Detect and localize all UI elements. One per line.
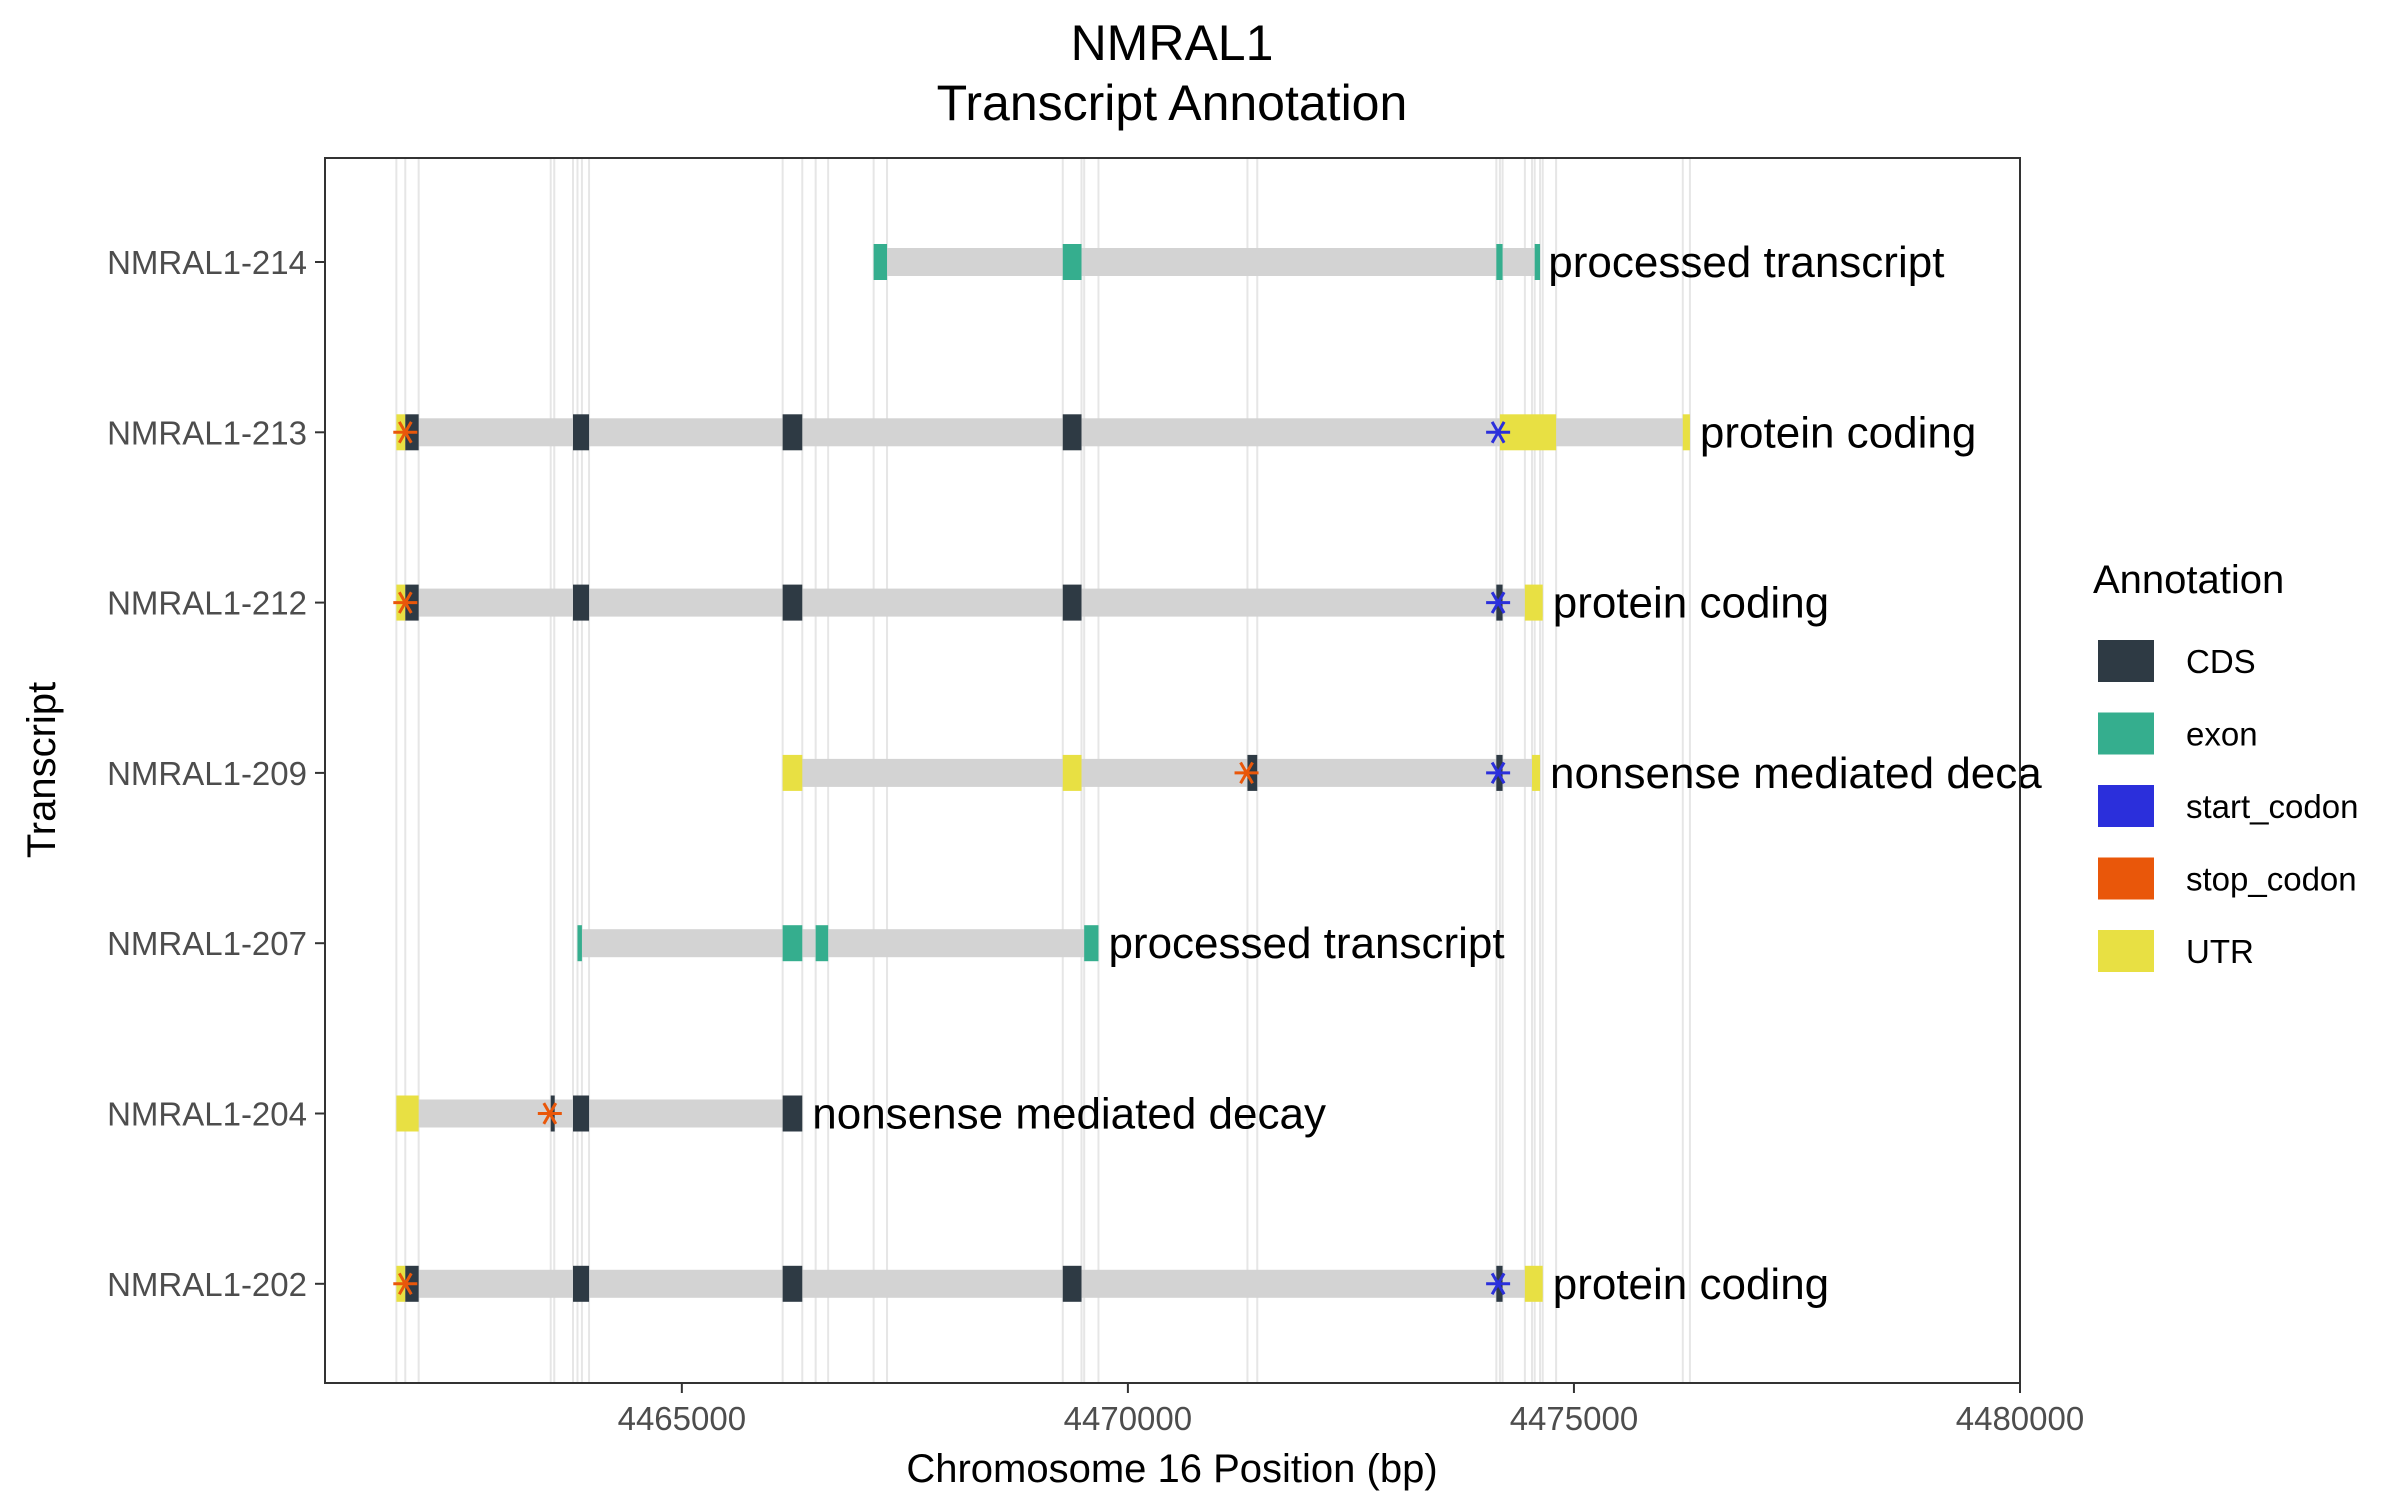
stop-codon-marker xyxy=(537,1102,562,1125)
x-tick-label: 4465000 xyxy=(618,1400,746,1437)
utr-block xyxy=(1682,414,1690,451)
biotype-label: nonsense mediated deca xyxy=(1550,749,2042,798)
intron-line xyxy=(396,418,1690,447)
y-tick-label: NMRAL1-212 xyxy=(107,585,307,622)
y-axis-title: Transcript xyxy=(20,682,64,858)
biotype-label: protein coding xyxy=(1553,579,1829,628)
utr-block xyxy=(782,754,803,791)
legend: Annotation CDS exon start_codon stop_codon U… xyxy=(2093,558,2358,972)
exon-block xyxy=(1062,244,1082,280)
cds-block xyxy=(573,414,590,451)
stop-codon-marker xyxy=(393,1272,418,1295)
transcript-track xyxy=(396,1095,803,1132)
legend-items: CDS exon start_codon stop_codon UTR xyxy=(2098,640,2358,972)
x-tick-label: 4480000 xyxy=(1956,1400,2084,1437)
utr-block xyxy=(396,1095,419,1132)
exon-block xyxy=(1084,925,1099,962)
transcript-track xyxy=(782,754,1541,791)
cds-block xyxy=(573,584,590,621)
transcript-track xyxy=(577,925,1099,962)
legend-key-start-codon xyxy=(2098,785,2154,827)
panel-border xyxy=(324,157,2021,1384)
biotype-label: protein coding xyxy=(1553,1260,1829,1309)
biotype-labels: processed transcript protein coding protei… xyxy=(812,238,2042,1309)
stop-codon-marker xyxy=(1234,761,1259,785)
start-codon-marker xyxy=(1486,1272,1511,1295)
x-tick-label: 4475000 xyxy=(1510,1400,1638,1437)
intron-line xyxy=(396,588,1543,617)
legend-title: Annotation xyxy=(2093,558,2284,602)
x-tick-label: 4470000 xyxy=(1064,1400,1192,1437)
legend-key-stop-codon xyxy=(2098,857,2154,900)
chart-subtitle: Transcript Annotation xyxy=(937,75,1408,131)
legend-key-UTR xyxy=(2098,930,2154,972)
biotype-label: processed transcript xyxy=(1108,919,1504,968)
legend-key-exon xyxy=(2098,712,2154,755)
exon-block xyxy=(782,925,803,962)
cds-block xyxy=(782,584,803,621)
y-tick-label: NMRAL1-204 xyxy=(107,1096,307,1133)
start-codon-marker xyxy=(1486,591,1511,614)
y-tick-label: NMRAL1-202 xyxy=(107,1266,307,1303)
cds-block xyxy=(1062,1265,1082,1302)
transcript-track xyxy=(393,414,1690,451)
y-tick-label: NMRAL1-214 xyxy=(107,244,307,281)
utr-block xyxy=(1532,754,1541,791)
transcript-track xyxy=(393,1265,1543,1302)
intron-line xyxy=(577,929,1099,958)
cds-block xyxy=(1062,414,1082,451)
intron-line xyxy=(782,758,1541,787)
cds-block xyxy=(1062,584,1082,621)
transcript-tracks xyxy=(393,244,1690,1302)
x-axis: 4465000 4470000 4475000 4480000 xyxy=(618,1383,2084,1437)
cds-block xyxy=(573,1265,590,1302)
intron-line xyxy=(396,1099,803,1128)
legend-label: CDS xyxy=(2186,643,2256,680)
exon-block xyxy=(815,925,829,962)
exon-block xyxy=(577,925,582,962)
x-axis-title: Chromosome 16 Position (bp) xyxy=(906,1447,1437,1491)
exon-block xyxy=(1496,244,1503,280)
biotype-label: protein coding xyxy=(1700,408,1976,457)
utr-block xyxy=(1062,754,1082,791)
start-codon-marker xyxy=(1486,761,1511,785)
legend-label: start_codon xyxy=(2186,788,2358,825)
exon-block xyxy=(873,244,888,280)
transcript-track xyxy=(873,244,1541,280)
cds-block xyxy=(573,1095,590,1132)
transcript-track xyxy=(393,584,1543,621)
y-tick-label: NMRAL1-207 xyxy=(107,925,307,962)
legend-label: UTR xyxy=(2186,933,2254,970)
intron-line xyxy=(396,1269,1543,1298)
start-codon-marker xyxy=(1486,421,1511,444)
y-tick-label: NMRAL1-209 xyxy=(107,755,307,792)
plot-panel: processed transcript protein coding protei… xyxy=(324,157,2042,1384)
cds-block xyxy=(782,1095,803,1132)
cds-block xyxy=(782,1265,803,1302)
biotype-label: nonsense mediated decay xyxy=(812,1090,1326,1139)
legend-key-CDS xyxy=(2098,640,2154,682)
chart-title: NMRAL1 xyxy=(1071,15,1274,71)
exon-block xyxy=(1534,244,1541,280)
y-axis: NMRAL1-214 NMRAL1-213 NMRAL1-212 NMRAL1-209… xyxy=(107,244,325,1303)
utr-block xyxy=(1524,584,1543,621)
y-tick-label: NMRAL1-213 xyxy=(107,414,307,451)
biotype-label: processed transcript xyxy=(1548,238,1944,287)
legend-label: exon xyxy=(2186,716,2258,753)
utr-block xyxy=(1524,1265,1543,1302)
stop-codon-marker xyxy=(393,591,418,614)
intron-line xyxy=(873,248,1539,276)
legend-label: stop_codon xyxy=(2186,861,2357,898)
cds-block xyxy=(782,414,803,451)
stop-codon-marker xyxy=(393,421,418,444)
